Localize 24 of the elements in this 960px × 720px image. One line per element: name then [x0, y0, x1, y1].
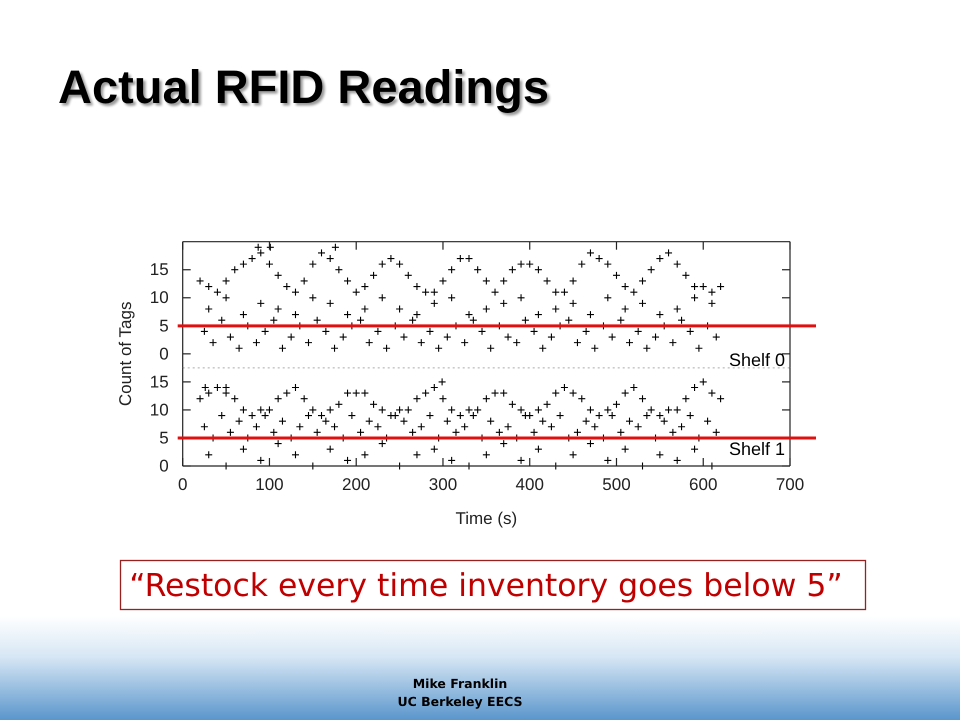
y-tick-label: 0: [159, 456, 169, 476]
x-tick-label: 400: [516, 475, 544, 494]
y-tick-label: 10: [150, 400, 169, 420]
y-tick-label: 15: [150, 372, 169, 392]
y-tick-label: 5: [159, 428, 169, 448]
chart-title: Actual RFID Readings: [58, 60, 549, 113]
series-label: Shelf 1: [728, 439, 785, 459]
series-label: Shelf 0: [728, 350, 785, 370]
y-tick-label: 0: [159, 344, 169, 364]
x-tick-label: 100: [255, 475, 284, 494]
text: “Restock every time inventory goes below 5”: [129, 568, 843, 604]
y-tick-label: 15: [150, 260, 169, 280]
x-tick-label: 200: [342, 475, 370, 494]
x-tick-label: 600: [689, 475, 718, 494]
text: UC Berkeley EECS: [397, 694, 523, 709]
x-tick-label: 500: [602, 475, 631, 494]
y-tick-label: 5: [159, 316, 169, 336]
x-tick-label: 300: [428, 475, 458, 494]
text: Mike Franklin: [412, 676, 508, 691]
x-tick-label: 0: [178, 475, 188, 494]
y-tick-label: 10: [150, 288, 169, 308]
x-tick-label: 700: [776, 475, 804, 494]
x-axis-title: Time (s): [456, 509, 518, 528]
y-axis-title: Count of Tags: [116, 302, 135, 406]
